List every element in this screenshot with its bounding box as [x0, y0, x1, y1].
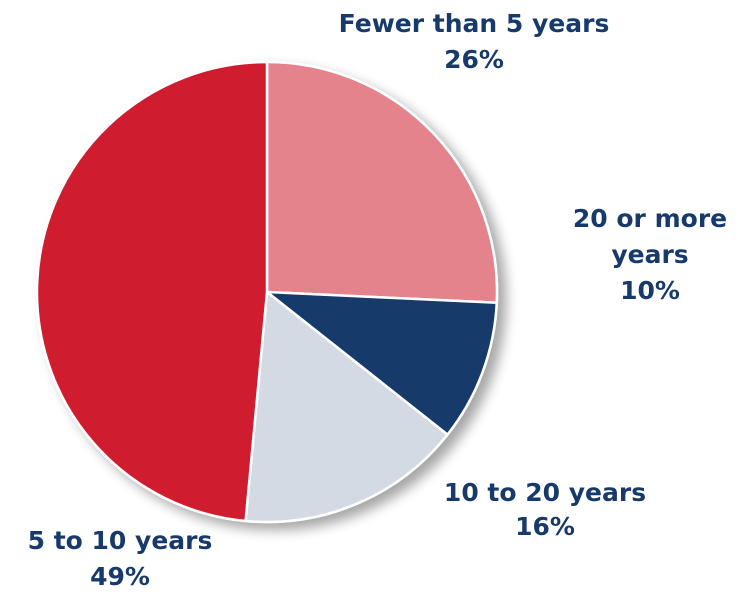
slice-label-line: 26% — [444, 45, 504, 74]
pie-slice-fewer-than-5-years — [265, 60, 499, 304]
pie-slice-10-to-20-years — [244, 290, 449, 524]
slice-label-line: 10 to 20 years — [444, 478, 646, 507]
slice-label-line: years — [611, 240, 688, 269]
slice-label-line: Fewer than 5 years — [339, 9, 610, 38]
pie-slice-5-to-10-years — [35, 60, 269, 523]
pie-slice-20-or-more-years — [265, 290, 498, 436]
pie-slices — [35, 60, 499, 524]
slice-label-20-or-more-years: 20 or more years 10% — [573, 204, 727, 305]
slice-label-line: 16% — [515, 512, 575, 541]
slice-label-10-to-20-years: 10 to 20 years 16% — [444, 478, 646, 541]
pie-labels: Fewer than 5 years 26% 20 or more years 10% 1… — [28, 9, 727, 591]
slice-label-line: 20 or more — [573, 204, 727, 233]
slice-label-line: 10% — [620, 276, 680, 305]
slice-label-line: 49% — [90, 562, 150, 591]
slice-label-fewer-than-5-years: Fewer than 5 years 26% — [339, 9, 610, 74]
slice-label-line: 5 to 10 years — [28, 526, 213, 555]
slice-label-5-to-10-years: 5 to 10 years 49% — [28, 526, 213, 591]
